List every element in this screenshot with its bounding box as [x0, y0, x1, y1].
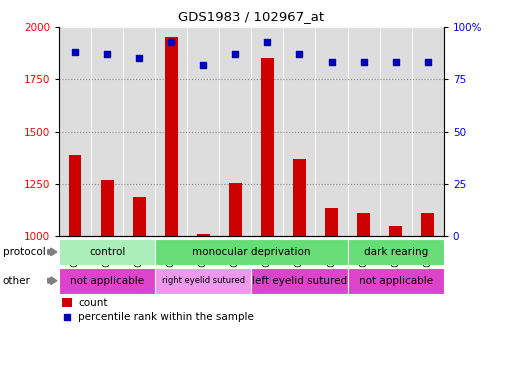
Point — [424, 60, 432, 66]
Bar — [229, 183, 242, 236]
Point — [199, 61, 207, 68]
Bar — [101, 180, 113, 236]
Point — [263, 38, 271, 45]
Bar — [133, 197, 146, 236]
Text: left eyelid sutured: left eyelid sutured — [252, 276, 347, 286]
Text: monocular deprivation: monocular deprivation — [192, 247, 310, 257]
Bar — [251, 268, 348, 294]
Bar — [155, 268, 251, 294]
FancyBboxPatch shape — [220, 27, 251, 236]
Point — [327, 60, 336, 66]
Text: other: other — [3, 276, 30, 286]
FancyBboxPatch shape — [91, 27, 123, 236]
Point — [295, 51, 304, 57]
Point — [360, 60, 368, 66]
Bar — [59, 239, 155, 265]
Text: percentile rank within the sample: percentile rank within the sample — [78, 313, 254, 323]
Bar — [59, 268, 155, 294]
Text: dark rearing: dark rearing — [364, 247, 428, 257]
Bar — [155, 239, 348, 265]
Bar — [389, 226, 402, 236]
Text: not applicable: not applicable — [359, 276, 432, 286]
FancyBboxPatch shape — [187, 27, 220, 236]
Text: protocol: protocol — [3, 247, 45, 257]
Bar — [165, 37, 177, 236]
Text: right eyelid sutured: right eyelid sutured — [162, 276, 245, 285]
Point — [103, 51, 111, 57]
Text: not applicable: not applicable — [70, 276, 144, 286]
Title: GDS1983 / 102967_at: GDS1983 / 102967_at — [179, 10, 324, 23]
FancyBboxPatch shape — [123, 27, 155, 236]
Bar — [421, 213, 434, 236]
Bar — [197, 234, 210, 236]
Point — [167, 38, 175, 45]
Bar — [348, 268, 444, 294]
Point — [391, 60, 400, 66]
Bar — [348, 239, 444, 265]
Bar — [293, 159, 306, 236]
Point — [135, 55, 143, 61]
FancyBboxPatch shape — [411, 27, 444, 236]
Bar — [62, 298, 72, 307]
FancyBboxPatch shape — [315, 27, 348, 236]
FancyBboxPatch shape — [283, 27, 315, 236]
FancyBboxPatch shape — [59, 27, 91, 236]
Bar — [69, 154, 82, 236]
Point — [231, 51, 240, 57]
Bar — [325, 208, 338, 236]
FancyBboxPatch shape — [155, 27, 187, 236]
Point — [71, 49, 79, 55]
FancyBboxPatch shape — [348, 27, 380, 236]
Bar — [357, 213, 370, 236]
Text: count: count — [78, 298, 108, 308]
Text: control: control — [89, 247, 125, 257]
Point — [63, 314, 71, 321]
Bar — [261, 58, 274, 236]
FancyBboxPatch shape — [380, 27, 411, 236]
FancyBboxPatch shape — [251, 27, 283, 236]
